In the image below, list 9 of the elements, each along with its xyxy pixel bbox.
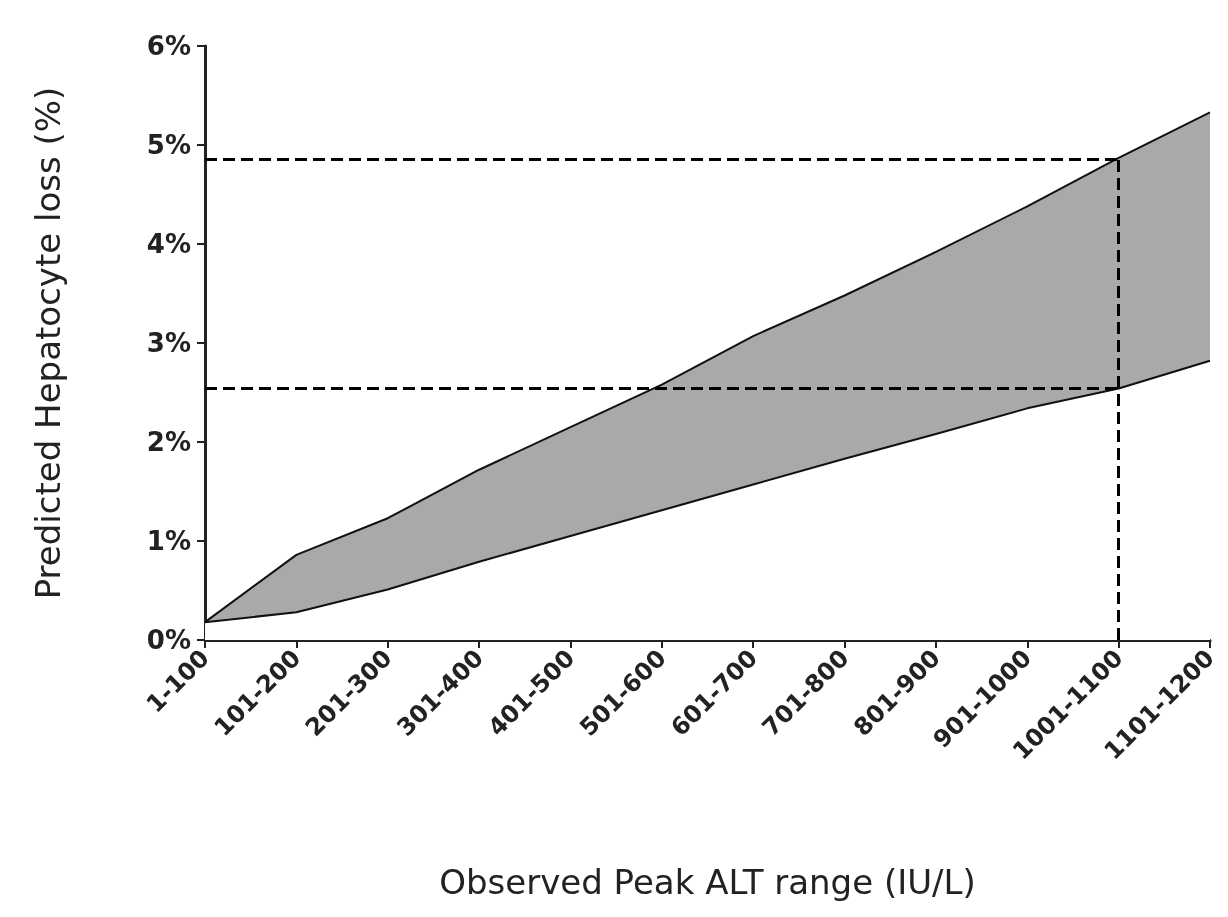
y-tick-label: 4% — [146, 229, 191, 259]
y-tick-label: 6% — [146, 31, 191, 61]
y-axis-title: Predicted Hepatocyte loss (%) — [28, 86, 68, 600]
y-tick-label: 3% — [146, 328, 191, 358]
y-tick-label: 1% — [146, 526, 191, 556]
y-tick-label: 5% — [146, 130, 191, 160]
y-tick-label: 2% — [146, 427, 191, 457]
y-tick-label: 0% — [146, 625, 191, 655]
x-axis-title: Observed Peak ALT range (IU/L) — [439, 862, 976, 902]
